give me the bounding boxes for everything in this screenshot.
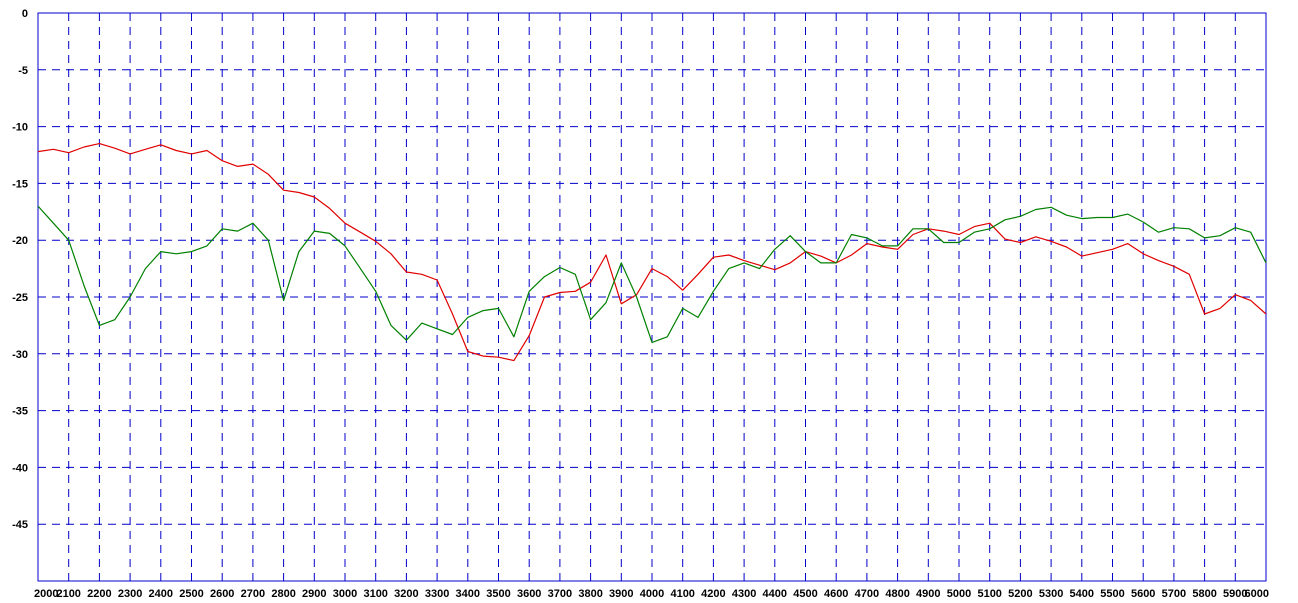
series-line-2 [37, 205, 1267, 343]
x-tick-label: 4600 [824, 588, 848, 600]
y-tick-label: -45 [12, 519, 28, 531]
x-tick-label: 5200 [1008, 588, 1032, 600]
series-line-1 [37, 143, 1267, 362]
x-tick-label: 2500 [179, 588, 203, 600]
x-tick-label: 4100 [670, 588, 694, 600]
y-tick-label: -35 [12, 406, 28, 418]
x-tick-label: 4400 [763, 588, 787, 600]
grid-lines [38, 13, 1266, 581]
x-tick-label: 4900 [916, 588, 940, 600]
x-tick-label: 2000 [34, 588, 58, 600]
x-tick-label: 3000 [333, 588, 357, 600]
x-tick-label: 3100 [363, 588, 387, 600]
x-tick-label: 2300 [118, 588, 142, 600]
x-tick-label: 2400 [149, 588, 173, 600]
y-tick-labels: 0 -5 -10 -15 -20 -25 -30 -35 -40 -45 [12, 8, 28, 531]
y-tick-label: -10 [12, 122, 28, 134]
x-tick-label: 4200 [701, 588, 725, 600]
x-tick-label: 5800 [1192, 588, 1216, 600]
y-tick-label: -25 [12, 292, 28, 304]
series-group [37, 143, 1267, 362]
x-tick-label: 2100 [56, 588, 80, 600]
x-tick-label: 2700 [241, 588, 265, 600]
x-tick-label: 4800 [885, 588, 909, 600]
x-tick-label: 2200 [87, 588, 111, 600]
x-tick-label: 5500 [1100, 588, 1124, 600]
x-tick-label: 4700 [855, 588, 879, 600]
x-tick-label: 5900 [1223, 588, 1247, 600]
x-tick-label: 5300 [1039, 588, 1063, 600]
y-tick-label: -20 [12, 235, 28, 247]
x-tick-label: 3400 [456, 588, 480, 600]
x-tick-label: 5400 [1070, 588, 1094, 600]
x-tick-label: 4300 [732, 588, 756, 600]
plot-frame [37, 12, 1267, 582]
x-tick-label: 6000 [1245, 588, 1269, 600]
x-tick-label: 3300 [425, 588, 449, 600]
x-tick-label: 5100 [977, 588, 1001, 600]
y-tick-label: -40 [12, 462, 28, 474]
x-tick-label: 3700 [548, 588, 572, 600]
x-tick-label: 5700 [1162, 588, 1186, 600]
x-tick-label: 5600 [1131, 588, 1155, 600]
x-tick-label: 2900 [302, 588, 326, 600]
y-tick-label: -15 [12, 178, 28, 190]
x-tick-label: 3500 [486, 588, 510, 600]
y-tick-label: -30 [12, 349, 28, 361]
x-tick-label: 3600 [517, 588, 541, 600]
x-tick-label: 2800 [271, 588, 295, 600]
y-tick-label: 0 [22, 8, 28, 20]
x-tick-label: 4500 [793, 588, 817, 600]
x-tick-label: 3200 [394, 588, 418, 600]
x-tick-label: 3800 [578, 588, 602, 600]
x-tick-label: 3900 [609, 588, 633, 600]
x-tick-label: 5000 [947, 588, 971, 600]
y-tick-label: -5 [18, 65, 28, 77]
axes [37, 12, 1267, 582]
x-tick-label: 2600 [210, 588, 234, 600]
x-tick-label: 4000 [640, 588, 664, 600]
